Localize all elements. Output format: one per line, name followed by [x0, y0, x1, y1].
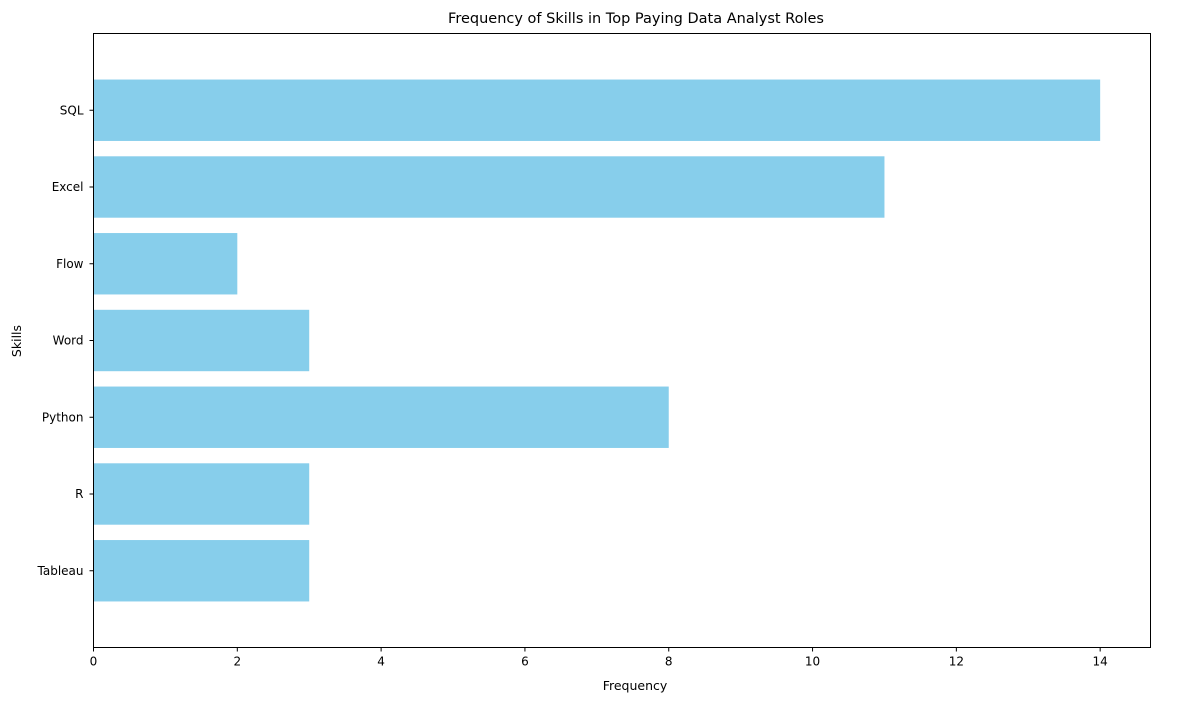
y-axis-ticks: SQL Excel Flow Word Python R Tableau [37, 103, 94, 578]
bar-python [93, 386, 669, 448]
bar-excel [93, 156, 885, 218]
chart-title: Frequency of Skills in Top Paying Data A… [448, 11, 824, 27]
x-tick-label-0: 0 [90, 655, 98, 669]
y-tick-label-r: R [75, 487, 83, 501]
x-tick-label-10: 10 [805, 655, 820, 669]
y-tick-label-python: Python [42, 410, 84, 424]
bar-tableau [93, 540, 310, 602]
x-axis-ticks: 0 2 4 6 8 10 12 14 [90, 647, 1108, 669]
bar-flow [93, 233, 238, 295]
bars-group [93, 79, 1101, 602]
y-tick-label-flow: Flow [56, 257, 84, 271]
x-tick-label-14: 14 [1093, 655, 1108, 669]
y-tick-label-sql: SQL [60, 103, 84, 117]
y-axis-label: Skills [9, 325, 24, 357]
plot-area-frame [93, 33, 1151, 648]
bar-r [93, 463, 310, 525]
x-tick-label-12: 12 [949, 655, 964, 669]
bar-word [93, 309, 310, 372]
y-tick-label-excel: Excel [52, 180, 84, 194]
x-tick-label-2: 2 [233, 655, 241, 669]
x-tick-label-6: 6 [521, 655, 529, 669]
bar-sql [93, 79, 1101, 141]
x-tick-label-4: 4 [377, 655, 385, 669]
y-tick-label-tableau: Tableau [37, 564, 84, 578]
x-tick-label-8: 8 [665, 655, 673, 669]
y-tick-label-word: Word [53, 334, 84, 348]
x-axis-label: Frequency [603, 678, 668, 693]
